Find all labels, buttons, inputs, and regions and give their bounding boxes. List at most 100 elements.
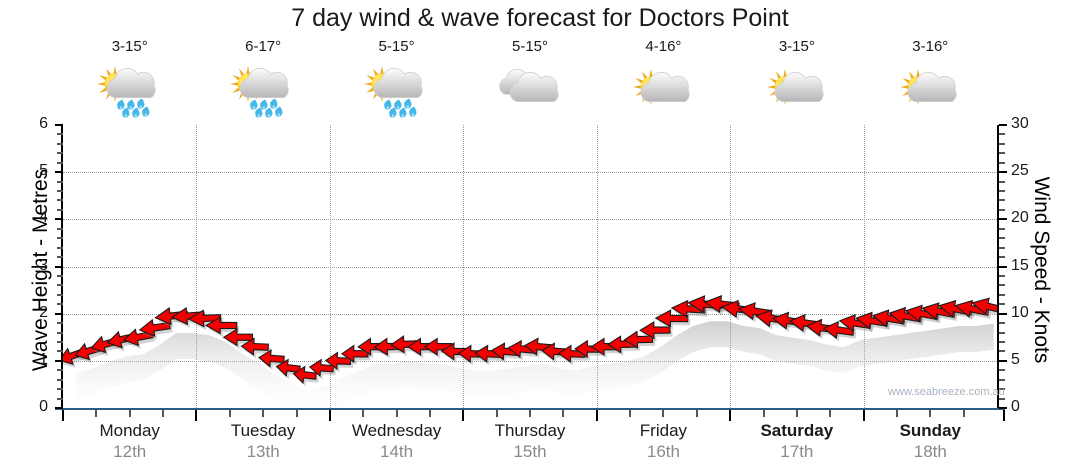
right-axis-tick bbox=[999, 246, 1005, 249]
day-name: Sunday bbox=[899, 421, 961, 440]
wind-arrow bbox=[308, 358, 336, 380]
right-axis-tick bbox=[999, 133, 1005, 136]
bottom-axis-tick bbox=[929, 410, 932, 417]
left-axis-tick-label: 4 bbox=[39, 209, 48, 227]
right-axis-tick bbox=[999, 350, 1005, 353]
day-label-sunday[interactable]: Sunday 18th bbox=[861, 420, 999, 462]
day-temperature-range: 5-15° bbox=[378, 38, 415, 55]
bottom-axis-tick bbox=[729, 410, 732, 421]
wind-arrow bbox=[971, 297, 997, 318]
day-temperature-range: 3-16° bbox=[912, 38, 949, 55]
left-axis-tick bbox=[57, 378, 63, 381]
right-axis-tick bbox=[999, 265, 1007, 268]
day-label-tuesday[interactable]: Tuesday 13th bbox=[194, 420, 332, 462]
left-axis-tick bbox=[57, 246, 63, 249]
left-axis-tick bbox=[55, 407, 63, 409]
right-axis-tick bbox=[999, 199, 1005, 202]
right-axis-tick-label: 30 bbox=[1011, 115, 1029, 132]
day-divider-gridline bbox=[863, 125, 865, 408]
watermark: www.seabreeze.com.au bbox=[888, 386, 1005, 398]
right-axis-tick bbox=[999, 152, 1005, 155]
right-axis-tick bbox=[999, 388, 1005, 391]
left-axis-tick bbox=[57, 284, 63, 287]
bottom-axis-tick bbox=[762, 410, 765, 417]
left-axis-tick bbox=[57, 180, 63, 183]
left-axis-tick bbox=[55, 265, 63, 268]
bottom-axis-tick bbox=[62, 410, 64, 421]
day-temperature-range: 6-17° bbox=[245, 38, 282, 55]
right-axis-tick bbox=[999, 161, 1005, 164]
right-axis-tick bbox=[999, 284, 1005, 287]
day-date: 12th bbox=[113, 442, 147, 461]
wind-arrow bbox=[324, 351, 354, 373]
left-axis-tick-label: 5 bbox=[39, 162, 48, 180]
left-axis-tick bbox=[57, 133, 63, 136]
day-date: 15th bbox=[513, 442, 547, 461]
left-axis-tick bbox=[57, 369, 63, 372]
left-axis-tick bbox=[57, 142, 63, 145]
day-divider-gridline bbox=[463, 125, 465, 408]
sun-cloud-rain-icon bbox=[222, 62, 304, 120]
bottom-axis-tick bbox=[895, 410, 898, 417]
horizontal-gridline bbox=[63, 360, 997, 362]
day-temperature-range: 3-15° bbox=[778, 38, 815, 55]
day-name: Thursday bbox=[494, 421, 566, 440]
left-axis-tick bbox=[57, 199, 63, 202]
right-axis-tick bbox=[999, 124, 1007, 126]
right-axis-tick-label: 0 bbox=[1011, 398, 1020, 415]
wind-arrow bbox=[670, 299, 708, 321]
day-date: 13th bbox=[246, 442, 280, 461]
day-label-saturday[interactable]: Saturday 17th bbox=[728, 420, 866, 462]
right-axis-tick bbox=[999, 227, 1005, 230]
wind-arrow bbox=[822, 321, 857, 342]
day-label-thursday[interactable]: Thursday 15th bbox=[461, 420, 599, 462]
right-axis-tick bbox=[999, 340, 1005, 343]
sun-cloud-rain-icon bbox=[356, 62, 438, 120]
wind-arrow bbox=[292, 365, 319, 387]
day-header-sunday: 3-16° bbox=[861, 38, 999, 120]
wind-arrow bbox=[838, 313, 874, 335]
right-axis-tick bbox=[999, 369, 1005, 372]
right-axis-tick bbox=[999, 303, 1005, 306]
right-axis-tick-label: 5 bbox=[1011, 350, 1020, 368]
bottom-axis-tick bbox=[495, 410, 498, 417]
day-header-tuesday: 6-17° bbox=[194, 38, 332, 120]
left-axis-tick bbox=[57, 340, 63, 343]
day-divider-gridline bbox=[196, 125, 198, 408]
left-axis-tick bbox=[57, 208, 63, 211]
day-label-wednesday[interactable]: Wednesday 14th bbox=[328, 420, 466, 462]
bottom-axis-tick bbox=[295, 410, 298, 417]
horizontal-gridline bbox=[63, 313, 997, 315]
right-axis-tick bbox=[999, 142, 1005, 145]
right-axis-tick-label: 15 bbox=[1011, 256, 1029, 274]
day-temperature-range: 5-15° bbox=[511, 38, 549, 55]
bottom-axis-tick bbox=[829, 410, 832, 417]
left-axis-tick bbox=[55, 359, 63, 362]
wind-arrow bbox=[904, 304, 941, 325]
bottom-axis-tick bbox=[228, 410, 231, 417]
day-date: 16th bbox=[646, 442, 680, 461]
day-label-monday[interactable]: Monday 12th bbox=[61, 420, 199, 462]
day-temperature-range: 4-16° bbox=[645, 38, 682, 55]
left-axis-tick bbox=[57, 190, 63, 193]
left-axis-tick bbox=[57, 227, 63, 230]
left-axis-tick-label: 0 bbox=[39, 398, 48, 415]
left-axis-tick bbox=[57, 388, 63, 391]
bottom-axis-tick bbox=[629, 410, 632, 417]
day-label-friday[interactable]: Friday 16th bbox=[594, 420, 732, 462]
bottom-axis-tick bbox=[562, 410, 565, 417]
day-name: Saturday bbox=[760, 421, 834, 440]
bottom-axis-tick bbox=[962, 410, 965, 417]
day-name: Friday bbox=[639, 421, 688, 440]
bottom-axis-tick bbox=[529, 410, 531, 417]
right-axis-tick bbox=[999, 171, 1007, 174]
left-axis-tick bbox=[57, 322, 63, 325]
day-date: 14th bbox=[380, 442, 414, 461]
right-axis-tick bbox=[999, 208, 1005, 211]
right-axis-tick bbox=[999, 218, 1007, 221]
wind-arrow bbox=[855, 311, 891, 333]
wind-arrow bbox=[954, 299, 992, 321]
wind-arrow bbox=[258, 349, 287, 371]
left-axis-tick-label: 2 bbox=[39, 303, 48, 321]
wind-arrow bbox=[871, 309, 908, 330]
